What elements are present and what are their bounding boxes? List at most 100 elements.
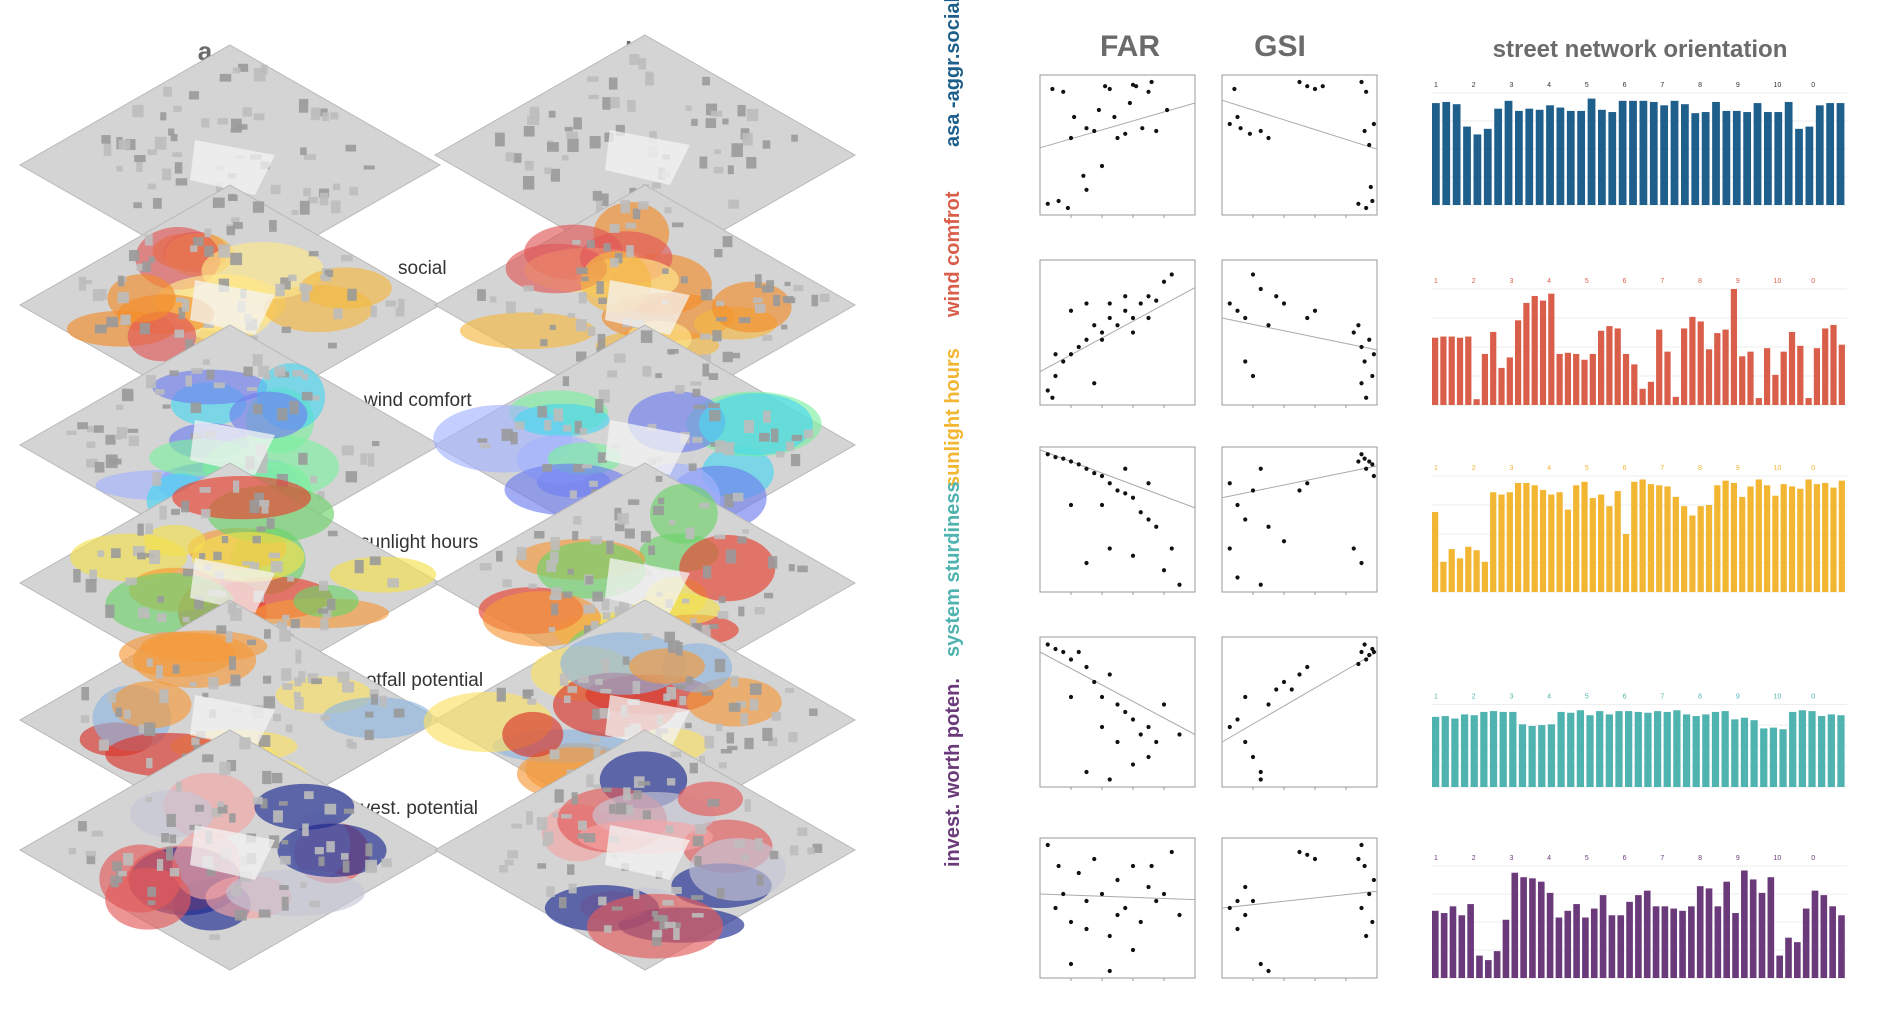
building-block (593, 746, 601, 760)
building-block (785, 441, 795, 451)
building-block (740, 713, 749, 726)
building-block (155, 664, 163, 679)
scatter-point (1084, 301, 1089, 306)
building-block (762, 140, 771, 149)
building-block (479, 563, 492, 571)
building-block (558, 897, 567, 909)
category-label: 10 (1774, 278, 1782, 285)
scatter-frame (1039, 837, 1196, 979)
scatter-point (1274, 294, 1279, 299)
building-block (302, 823, 309, 837)
building-block (169, 370, 179, 376)
bar (1523, 482, 1530, 592)
category-label: 3 (1509, 82, 1513, 89)
building-block (175, 781, 182, 792)
building-block (597, 452, 607, 463)
building-block (575, 319, 587, 332)
building-block (536, 817, 548, 831)
bar (1808, 711, 1816, 787)
scatter-point (1289, 687, 1294, 692)
scatter-point (1250, 488, 1256, 493)
scatter-point (1130, 717, 1136, 722)
bar (1822, 328, 1829, 405)
bar (1476, 955, 1483, 978)
scatter-point (1235, 717, 1240, 722)
bar (1639, 479, 1646, 592)
building-block (354, 560, 364, 574)
building-block (204, 245, 214, 257)
scatter-point (1099, 330, 1105, 335)
building-block (702, 565, 712, 579)
bar (1767, 877, 1775, 978)
building-block (162, 168, 172, 181)
building-block (117, 275, 125, 287)
bar (1652, 906, 1660, 978)
building-block (600, 193, 609, 207)
building-block (666, 778, 676, 786)
building-block (182, 298, 190, 312)
building-block (216, 625, 227, 634)
category-label: 8 (1698, 82, 1702, 89)
building-block (346, 739, 354, 748)
category-label: 2 (1472, 465, 1476, 472)
building-block (602, 612, 611, 620)
building-block (705, 103, 718, 116)
scatter-point (1227, 301, 1232, 306)
scatter-point (1362, 128, 1367, 134)
bar (1730, 482, 1738, 592)
bar (1440, 336, 1447, 405)
category-label: 3 (1509, 855, 1513, 862)
building-block (194, 596, 204, 610)
building-block (221, 535, 229, 544)
building-block (513, 153, 522, 163)
bar (1681, 506, 1688, 592)
building-block (670, 751, 682, 758)
bar (1764, 485, 1771, 592)
building-block (229, 813, 236, 823)
bar (1811, 890, 1819, 978)
category-label: 10 (1774, 82, 1782, 89)
building-block (554, 789, 564, 803)
building-block (807, 847, 815, 855)
bar (1820, 895, 1828, 978)
building-block (342, 681, 355, 693)
building-block (333, 308, 343, 320)
building-block (365, 843, 373, 857)
category-label: 6 (1623, 278, 1627, 285)
building-block (77, 422, 88, 430)
building-block (692, 835, 704, 847)
category-label: 4 (1547, 855, 1551, 862)
bar (1826, 103, 1835, 205)
category-label: 6 (1623, 694, 1627, 701)
layer-label-wind-comfort: wind comfort (364, 390, 472, 411)
building-block (301, 391, 313, 401)
building-block (231, 217, 240, 224)
scatter-point (1266, 968, 1271, 974)
building-block (260, 64, 268, 75)
building-block (367, 453, 375, 467)
bar (1598, 109, 1606, 205)
scatter-point (1138, 919, 1143, 925)
building-block (337, 671, 350, 683)
building-block (722, 118, 729, 125)
building-block (567, 138, 579, 153)
building-block (579, 428, 588, 436)
bar (1747, 351, 1754, 405)
building-block (662, 900, 674, 906)
bar (1779, 729, 1787, 787)
bar (1769, 727, 1778, 787)
scatter-point (1076, 462, 1081, 467)
building-block (100, 288, 107, 300)
building-block (152, 472, 162, 487)
bar (1795, 128, 1803, 205)
building-block (590, 536, 603, 545)
bar (1813, 484, 1821, 592)
scatter-point (1107, 546, 1112, 551)
scatter-point (1138, 510, 1143, 515)
building-block (148, 256, 155, 263)
building-block (595, 199, 603, 213)
study-area (605, 420, 690, 475)
bar (1528, 725, 1536, 787)
scatter-point (1359, 905, 1364, 911)
